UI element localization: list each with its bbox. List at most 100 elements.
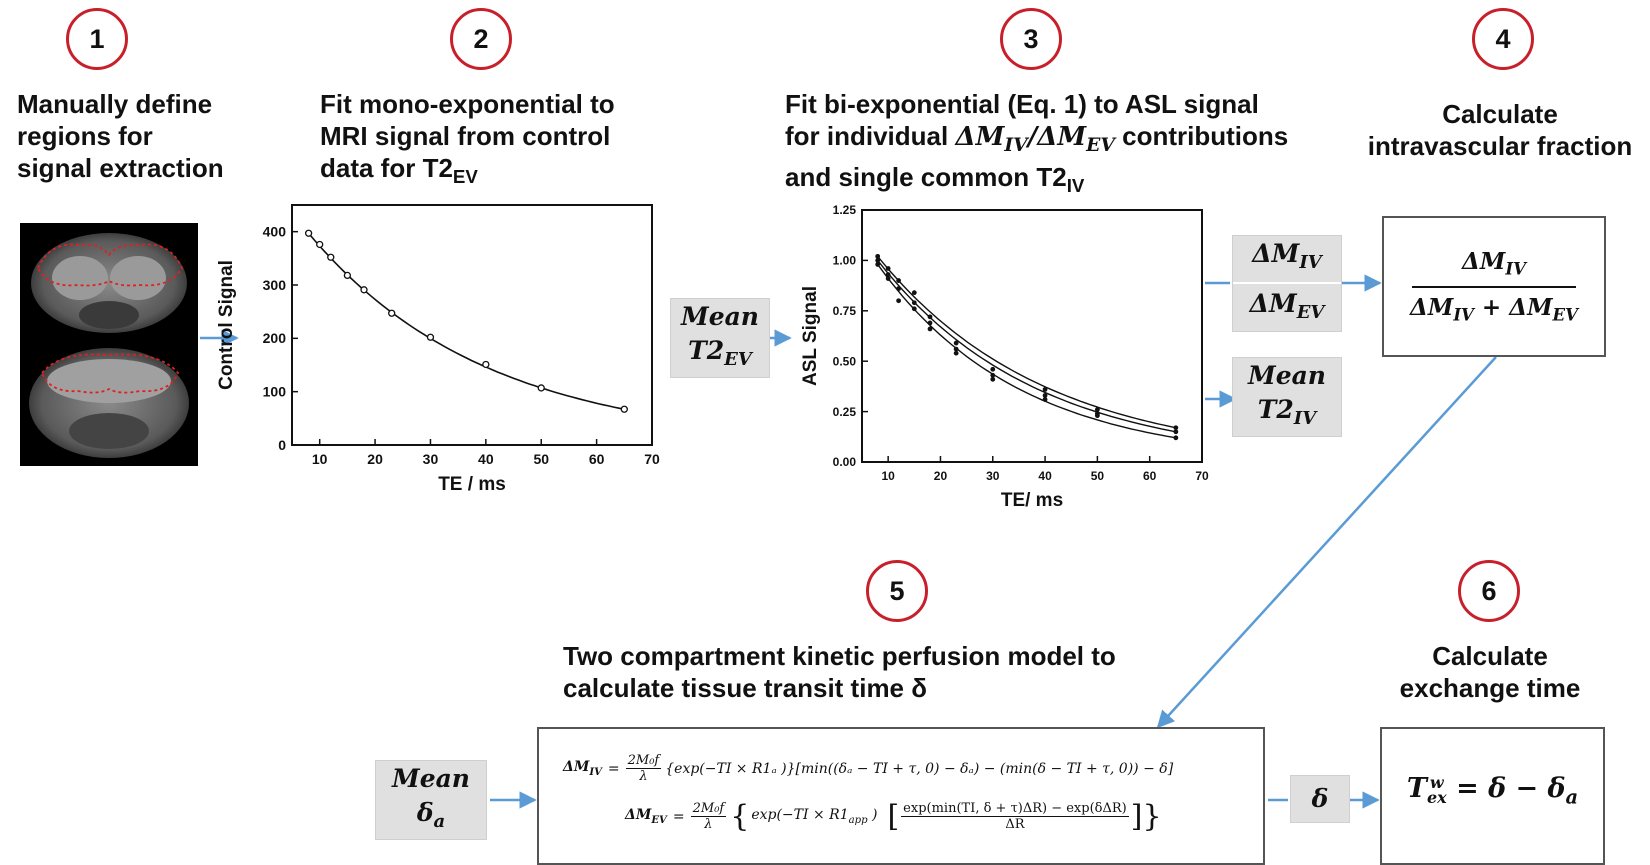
data-point [1094, 407, 1100, 412]
y-tick-label: 400 [263, 224, 287, 240]
y-tick-label: 1.25 [833, 203, 857, 217]
data-point [911, 290, 917, 296]
step-2-badge: 2 [450, 8, 512, 70]
x-tick-label: 60 [1143, 469, 1157, 483]
step-6-heading: Calculate exchange time [1370, 640, 1610, 704]
step-6-number: 6 [1481, 575, 1497, 606]
y-tick-label: 100 [263, 384, 287, 400]
fraction-numerator: ΔMIV [1462, 248, 1526, 279]
data-point [990, 366, 996, 372]
mean-delta-a-box: Mean δa [375, 760, 487, 840]
data-point [885, 272, 891, 277]
step-5-line2: calculate tissue transit time δ [563, 673, 928, 703]
equation-dm-ev: ΔMEV = 2M₀f λ { exp(−TI × R1app ) [ exp(… [625, 798, 1162, 834]
y-tick-label: 300 [263, 277, 287, 293]
mri-brain-image [20, 223, 198, 466]
data-point [1173, 435, 1179, 441]
y-tick-label: 0.75 [833, 304, 857, 318]
mean-t2ev-box: Mean T2EV [670, 298, 770, 378]
mri-slices [29, 233, 189, 458]
x-tick-label: 20 [367, 451, 383, 467]
x-tick-label: 60 [589, 451, 605, 467]
dm-ratio-box: ΔMIV ΔMEV [1232, 235, 1342, 332]
data-point [1173, 429, 1179, 435]
arrow-fraction-to-model [1156, 356, 1497, 729]
step-1-line3: signal extraction [17, 153, 224, 183]
equation-dm-iv: ΔMIV = 2M₀f λ {exp(−TI × R1ₐ )}[min((δₐ … [563, 753, 1174, 784]
data-point [426, 333, 435, 341]
data-point [537, 384, 545, 392]
roi-outline-lower [40, 353, 180, 394]
x-tick-label: 50 [1091, 469, 1105, 483]
step-1-heading: Manually define regions for signal extra… [17, 88, 224, 184]
mean-t2ev-line2: T2EV [688, 335, 752, 370]
step-1-line1: Manually define [17, 89, 213, 119]
fraction-bar [1412, 286, 1576, 288]
step-3-line1: Fit bi-exponential (Eq. 1) to ASL signal [785, 89, 1259, 119]
step-1-badge: 1 [66, 8, 128, 70]
asl-signal-chart: 10 20 30 40 50 60 70 0.00 0.25 0.50 0.75 1.00 1.25 TE… [800, 203, 1209, 511]
x-tick-label: 30 [986, 469, 1000, 483]
delta-label: δ [1311, 784, 1329, 813]
data-point [953, 350, 959, 356]
mean-delta-a-line2: δa [416, 797, 446, 832]
fit-curve [307, 232, 625, 411]
data-point [360, 286, 368, 294]
data-point [927, 326, 933, 332]
data-point [990, 376, 996, 382]
fit-curve [877, 259, 1176, 433]
step-4-line2: intravascular fraction [1367, 131, 1633, 161]
x-axis-label: TE/ ms [1001, 490, 1063, 511]
kinetic-model-equations: ΔMIV = 2M₀f λ {exp(−TI × R1ₐ )}[min((δₐ … [537, 727, 1265, 865]
dm-divider [1233, 282, 1341, 285]
step-6-badge: 6 [1458, 560, 1520, 622]
y-axis-label: ASL Signal [800, 286, 821, 386]
step-2-line3: data for T2EV [320, 153, 478, 188]
plot-frame [861, 209, 1203, 463]
dm-ev-label: ΔMEV [1249, 288, 1325, 323]
x-tick-label: 40 [478, 451, 494, 467]
step-3-line2: for individual ΔMIV/ΔMEV contributions [785, 121, 1289, 157]
x-tick-label: 20 [934, 469, 948, 483]
fraction-denominator: ΔMIV + ΔMEV [1410, 294, 1578, 325]
step-5-heading: Two compartment kinetic perfusion model … [563, 640, 1116, 704]
data-point [911, 306, 917, 312]
data-point [327, 253, 335, 261]
step-2-line1: Fit mono-exponential to [320, 89, 615, 119]
fit-curve [877, 263, 1176, 439]
data-point [911, 300, 917, 306]
step-4-heading: Calculate intravascular fraction [1360, 98, 1640, 162]
step-1-number: 1 [89, 23, 105, 54]
mean-t2ev-line1: Mean [681, 301, 759, 331]
y-tick-label: 0 [278, 437, 286, 453]
data-point [875, 258, 881, 263]
y-tick-label: 1.00 [833, 254, 857, 268]
step-2-heading: Fit mono-exponential to MRI signal from … [320, 88, 615, 193]
step-4-badge: 4 [1472, 8, 1534, 70]
step-5-number: 5 [889, 575, 905, 606]
intravascular-fraction-box: ΔMIV ΔMIV + ΔMEV [1382, 216, 1606, 357]
step-3-badge: 3 [1000, 8, 1062, 70]
step-2-line2: MRI signal from control [320, 121, 611, 151]
data-point [316, 240, 324, 249]
x-tick-label: 10 [881, 469, 895, 483]
dm-iv-label: ΔMIV [1252, 239, 1322, 274]
data-point [620, 405, 628, 413]
y-tick-label: 0.00 [833, 455, 857, 469]
step-2-number: 2 [473, 23, 489, 54]
step-3-line3: and single common T2IV [785, 162, 1085, 197]
x-tick-label: 10 [312, 451, 328, 467]
y-axis-label: Control Signal [216, 260, 237, 390]
data-point [1042, 393, 1048, 398]
data-point [875, 253, 881, 259]
control-signal-chart: 10 20 30 40 50 60 70 0 100 200 300 400 TE / ms Contro… [216, 204, 660, 495]
x-tick-label: 40 [1038, 469, 1052, 483]
data-point [885, 266, 891, 271]
roi-outline-upper [37, 243, 184, 287]
data-point [875, 262, 881, 267]
data-point [1173, 425, 1179, 431]
data-point [953, 340, 959, 346]
plot-frame [291, 204, 653, 446]
